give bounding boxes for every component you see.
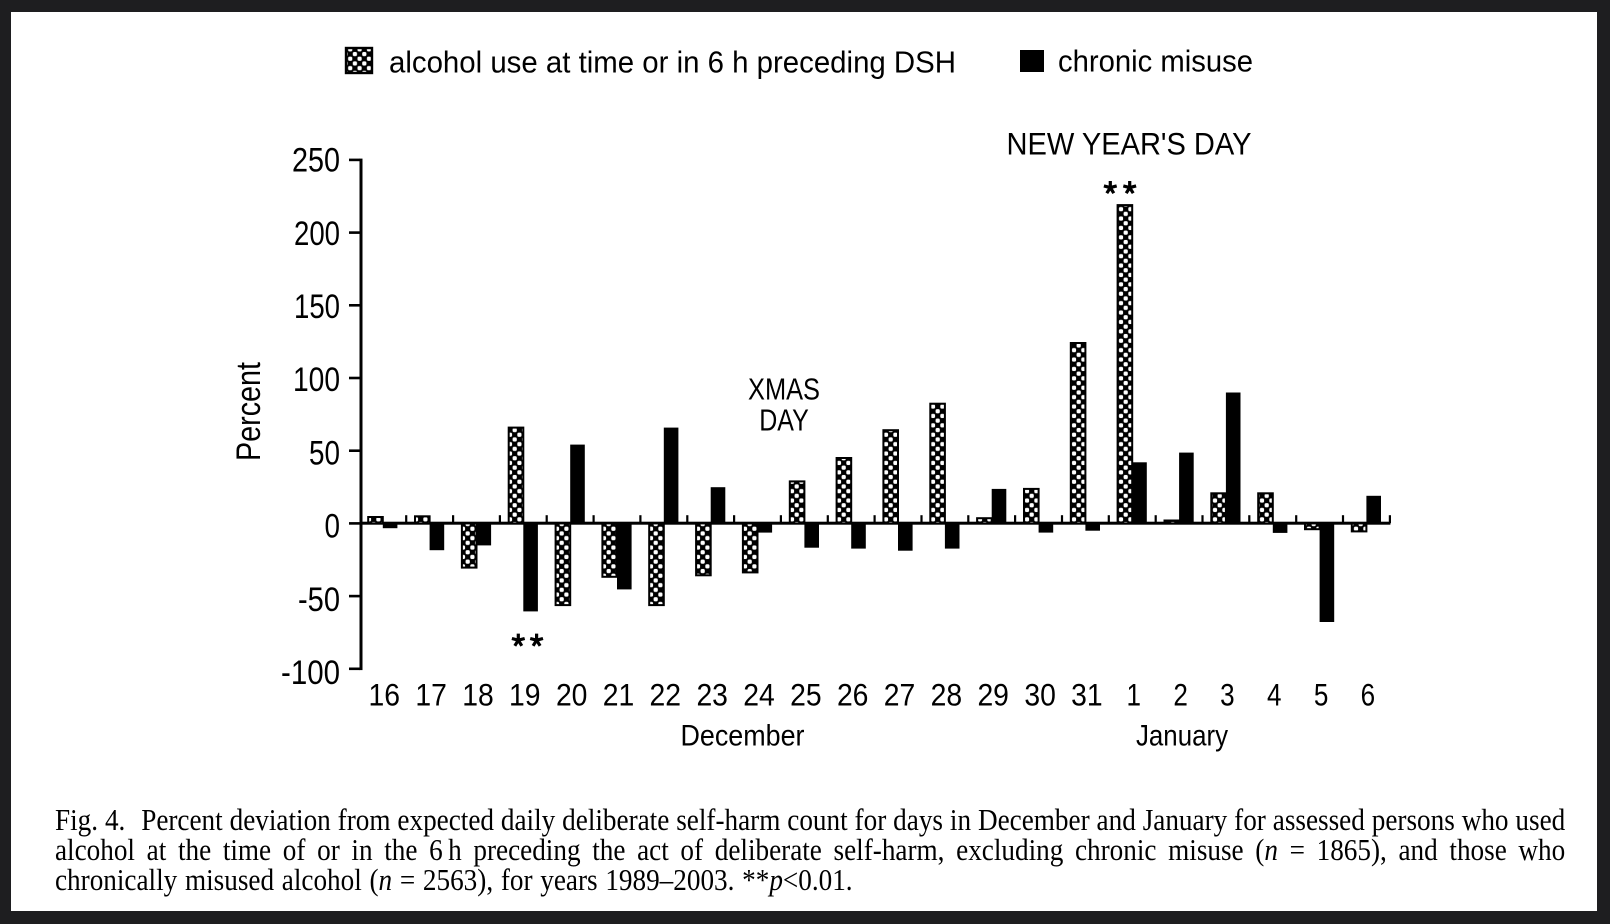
svg-text:0: 0 [325, 508, 341, 546]
svg-text:200: 200 [294, 215, 340, 253]
svg-text:16: 16 [369, 677, 401, 713]
svg-text:-50: -50 [298, 581, 340, 619]
svg-text:24: 24 [743, 677, 775, 713]
svg-text:alcohol use at time or in 6 h: alcohol use at time or in 6 h preceding … [389, 44, 956, 79]
svg-text:2: 2 [1173, 677, 1188, 713]
svg-text:XMAS: XMAS [748, 373, 820, 407]
svg-text:Percent: Percent [230, 362, 268, 461]
svg-text:December: December [681, 720, 805, 753]
svg-text:4: 4 [1267, 677, 1282, 713]
svg-text:23: 23 [696, 677, 728, 713]
svg-text:17: 17 [415, 677, 447, 713]
svg-text:29: 29 [977, 677, 1009, 713]
svg-text:January: January [1136, 720, 1228, 753]
svg-text:3: 3 [1220, 677, 1235, 713]
svg-text:150: 150 [294, 288, 340, 326]
svg-text:18: 18 [462, 677, 494, 713]
svg-text:5: 5 [1314, 677, 1329, 713]
svg-text:1: 1 [1126, 677, 1141, 713]
svg-text:21: 21 [603, 677, 635, 713]
svg-text:NEW YEAR'S DAY: NEW YEAR'S DAY [1007, 126, 1252, 162]
svg-text:27: 27 [884, 677, 916, 713]
svg-text:DAY: DAY [759, 404, 809, 438]
svg-text:30: 30 [1024, 677, 1056, 713]
svg-text:250: 250 [292, 142, 340, 180]
svg-text:25: 25 [790, 677, 822, 713]
svg-text:19: 19 [509, 677, 541, 713]
svg-text:100: 100 [293, 361, 340, 399]
svg-text:20: 20 [556, 677, 588, 713]
svg-text:28: 28 [931, 677, 963, 713]
svg-text:-100: -100 [281, 654, 340, 692]
svg-text:6: 6 [1361, 677, 1376, 713]
svg-text:22: 22 [650, 677, 682, 713]
svg-text:31: 31 [1071, 677, 1103, 713]
svg-text:chronic misuse: chronic misuse [1058, 44, 1253, 79]
svg-text:50: 50 [309, 434, 340, 472]
svg-text:26: 26 [837, 677, 869, 713]
